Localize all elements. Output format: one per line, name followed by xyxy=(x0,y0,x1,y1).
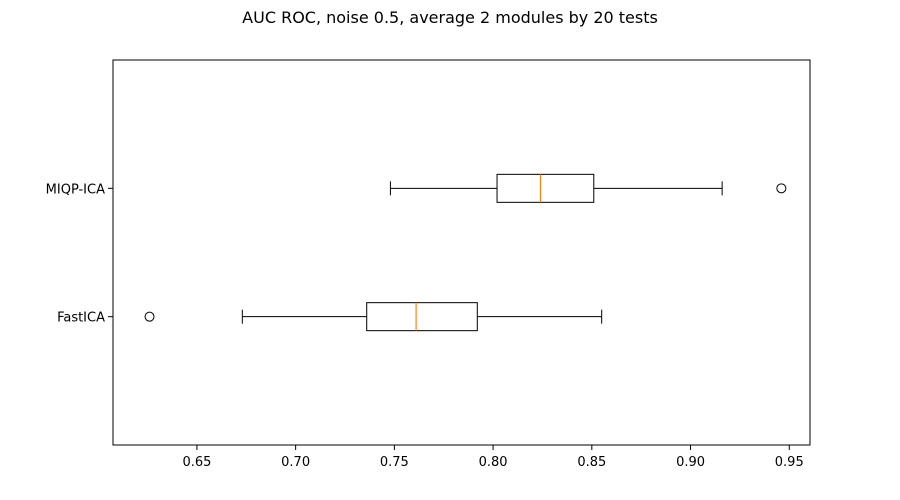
box-iqr xyxy=(366,302,478,332)
x-tick-label: 0.75 xyxy=(380,455,409,470)
outlier-point xyxy=(776,183,787,194)
outlier-point xyxy=(144,311,155,322)
plot-area xyxy=(112,59,811,446)
x-tick-label: 0.70 xyxy=(281,455,310,470)
x-tick-label: 0.90 xyxy=(676,455,705,470)
x-tick-label: 0.95 xyxy=(775,455,804,470)
chart-marks: 0.65 0.70 0.75 0.80 0.85 0.90 0.95 FastICA MIQP-… xyxy=(46,173,804,470)
chart-title: AUC ROC, noise 0.5, average 2 modules by… xyxy=(242,8,658,27)
x-tick-label: 0.65 xyxy=(182,455,211,470)
box-iqr xyxy=(496,173,595,203)
y-tick-label: FastICA xyxy=(57,311,105,326)
x-tick-label: 0.85 xyxy=(577,455,606,470)
x-tick-label: 0.80 xyxy=(479,455,508,470)
y-tick-label: MIQP-ICA xyxy=(46,182,105,197)
